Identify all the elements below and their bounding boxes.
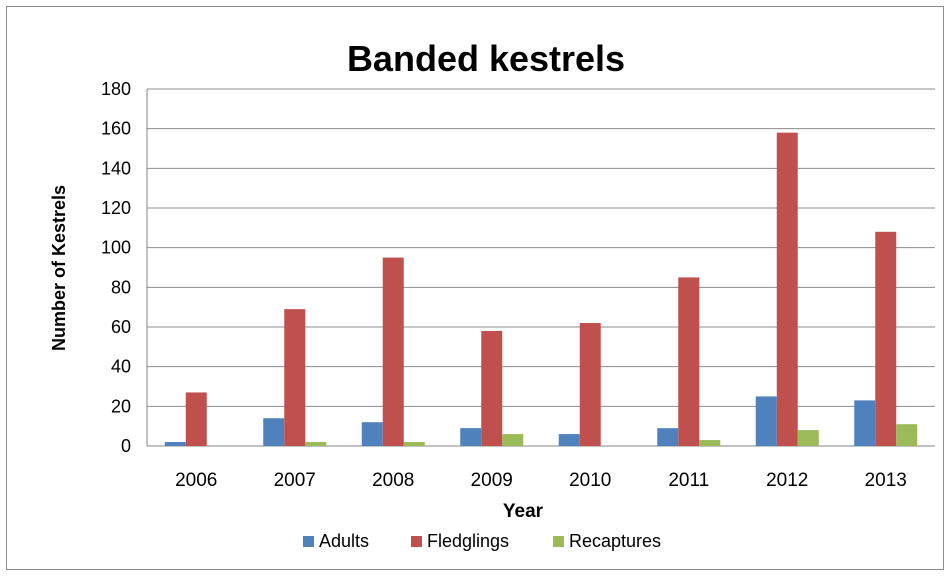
bars — [164, 132, 918, 446]
x-tick-label: 2007 — [274, 470, 316, 491]
x-tick-label: 2006 — [175, 470, 217, 491]
x-axis-label: Year — [503, 501, 544, 522]
bar-recaptures-2008 — [403, 442, 425, 446]
y-tick-label: 180 — [101, 79, 131, 99]
legend-swatch-recaptures — [553, 536, 564, 547]
x-tick-label: 2012 — [766, 470, 808, 491]
bar-adults-2012 — [755, 396, 777, 446]
bar-recaptures-2013 — [896, 424, 918, 446]
legend-swatch-adults — [303, 536, 314, 547]
x-tick-label: 2008 — [372, 470, 414, 491]
bar-fledglings-2012 — [776, 132, 798, 446]
y-tick-label: 40 — [111, 357, 131, 377]
bar-fledglings-2007 — [284, 309, 306, 446]
bar-adults-2009 — [460, 428, 482, 446]
bar-fledglings-2006 — [185, 392, 207, 446]
y-tick-label: 80 — [111, 277, 131, 297]
bar-chart: Banded kestrels 0 20 40 60 80 100 120 140 160 180… — [49, 38, 935, 551]
x-tick-label: 2011 — [668, 470, 709, 491]
bar-fledglings-2008 — [382, 257, 404, 446]
bar-recaptures-2007 — [305, 442, 327, 446]
y-tick-labels: 0 20 40 60 80 100 120 140 160 180 — [101, 79, 131, 456]
chart-title: Banded kestrels — [347, 38, 625, 79]
y-tick-label: 140 — [101, 158, 131, 178]
y-tick-label: 60 — [111, 317, 131, 337]
x-tick-label: 2013 — [865, 470, 907, 491]
legend-label-adults: Adults — [319, 531, 369, 551]
gridlines — [146, 88, 935, 447]
bar-fledglings-2011 — [678, 277, 700, 446]
bar-fledglings-2009 — [481, 330, 503, 446]
y-tick-label: 120 — [101, 198, 131, 218]
bar-adults-2008 — [361, 422, 383, 446]
bar-adults-2011 — [657, 428, 679, 446]
legend-label-recaptures: Recaptures — [569, 531, 661, 551]
x-tick-label: 2009 — [471, 470, 513, 491]
bar-recaptures-2009 — [502, 434, 524, 446]
bar-adults-2010 — [558, 434, 580, 446]
y-tick-label: 100 — [101, 238, 131, 258]
bar-recaptures-2012 — [797, 430, 819, 446]
x-tick-label: 2010 — [569, 470, 611, 491]
y-tick-label: 20 — [111, 396, 131, 416]
legend-swatch-fledglings — [411, 536, 422, 547]
bar-fledglings-2013 — [875, 231, 897, 446]
chart-frame: Banded kestrels 0 20 40 60 80 100 120 140 160 180… — [6, 6, 944, 570]
legend: Adults Fledglings Recaptures — [303, 531, 661, 551]
bar-recaptures-2011 — [699, 440, 721, 446]
x-tick-labels: 2006 2007 2008 2009 2010 2011 2012 2013 — [175, 470, 907, 491]
bar-adults-2013 — [854, 400, 876, 446]
bar-adults-2006 — [164, 442, 186, 446]
legend-label-fledglings: Fledglings — [427, 531, 509, 551]
y-tick-label: 0 — [121, 436, 131, 456]
y-axis-label: Number of Kestrels — [49, 185, 69, 351]
y-tick-label: 160 — [101, 119, 131, 139]
bar-fledglings-2010 — [579, 323, 601, 446]
bar-adults-2007 — [263, 418, 285, 446]
